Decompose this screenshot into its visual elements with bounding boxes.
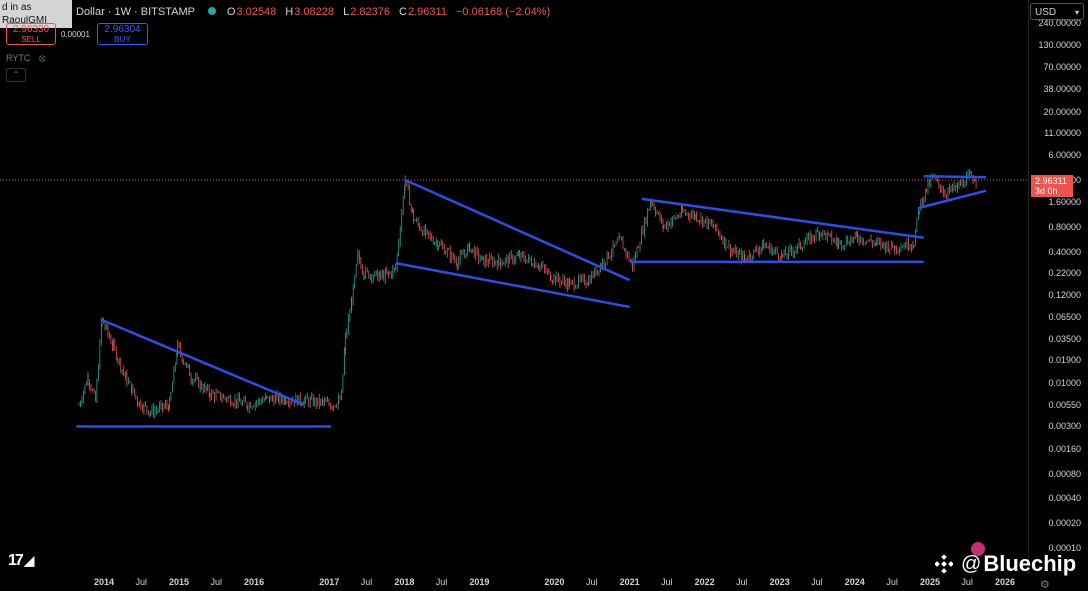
price-tick-label: 1.60000 xyxy=(1048,197,1081,208)
eye-off-icon[interactable]: ⦻ xyxy=(38,53,46,64)
time-tick-label: 2018 xyxy=(394,577,415,587)
time-tick-label: Jul xyxy=(886,577,898,587)
price-tick-label: 70.00000 xyxy=(1043,62,1081,73)
price-tick-label: 0.00080 xyxy=(1048,468,1081,479)
price-tick-label: 0.00040 xyxy=(1048,493,1081,504)
time-tick-label: 2026 xyxy=(994,577,1016,587)
price-tick-label: 0.06500 xyxy=(1048,311,1081,322)
tooltip-line-1: d in as RaoulGMI xyxy=(2,2,48,26)
collapse-legend-button[interactable]: ⌃ xyxy=(6,68,26,82)
indicator-legend[interactable]: RYTC ⦻ xyxy=(6,53,45,64)
time-tick-label: Jul xyxy=(210,577,222,587)
time-tick-label: Jul xyxy=(661,577,673,587)
watermark: @ Bluechip xyxy=(934,542,1077,577)
currency-label: USD xyxy=(1035,7,1057,18)
price-tick-label: 0.01000 xyxy=(1048,378,1081,389)
chevron-down-icon: ▾ xyxy=(1074,8,1079,17)
time-tick-label: 2021 xyxy=(619,577,640,587)
low-value: 2.82376 xyxy=(350,6,390,18)
trendline-5[interactable] xyxy=(641,197,924,239)
gear-icon[interactable]: ⚙ xyxy=(1040,579,1050,591)
time-tick-label: 2023 xyxy=(769,577,790,587)
price-tick-label: 0.00300 xyxy=(1048,421,1081,432)
price-tick-label: 11.00000 xyxy=(1044,128,1081,139)
time-tick-label: Jul xyxy=(736,577,748,587)
trendline-1[interactable] xyxy=(100,318,305,406)
price-tick-label: 0.22000 xyxy=(1048,267,1081,278)
price-series xyxy=(78,169,977,418)
time-tick-label: Jul xyxy=(435,577,448,587)
low-label: L xyxy=(343,6,350,18)
market-status-icon xyxy=(207,7,216,15)
price-tick-label: 0.80000 xyxy=(1048,221,1081,232)
high-value: 3.08228 xyxy=(294,6,335,18)
price-chart[interactable] xyxy=(0,0,1028,574)
watermark-name: Bluechip xyxy=(983,551,1077,576)
trendlines[interactable] xyxy=(76,174,987,428)
tradingview-logo-icon[interactable]: 17 ◢ xyxy=(8,552,34,569)
time-tick-label: Jul xyxy=(135,577,147,587)
sell-button[interactable]: 2.96330 SELL xyxy=(6,23,56,45)
price-tick-label: 0.01900 xyxy=(1048,355,1081,366)
price-axis[interactable]: 240.00000 130.00000 70.00000 38.00000 20.000… xyxy=(1028,0,1088,574)
price-tick-label: 0.00160 xyxy=(1048,443,1081,454)
time-tick-label: 2017 xyxy=(319,577,340,587)
symbol-title[interactable]: Dollar · 1W · BITSTAMP xyxy=(76,6,195,18)
price-tick-label: 0.03500 xyxy=(1048,333,1081,344)
trendline-4[interactable] xyxy=(395,261,630,309)
time-tick-label: 2016 xyxy=(244,577,265,587)
high-label: H xyxy=(285,6,294,18)
change-value: −0.06168 (−2.04%) xyxy=(456,6,551,18)
binance-diamond-icon xyxy=(934,554,954,574)
time-tick-label: Jul xyxy=(586,577,598,587)
buy-price: 2.96304 xyxy=(104,24,141,35)
time-tick-label: 2025 xyxy=(919,577,940,587)
trendline-8[interactable] xyxy=(917,189,987,210)
last-price-tag: 2.96311 3d 0h xyxy=(1031,175,1073,197)
last-price-value: 2.96311 xyxy=(1035,176,1067,186)
watermark-handle: @ xyxy=(961,552,982,575)
sell-price: 2.96330 xyxy=(12,24,50,35)
time-tick-label: Jul xyxy=(811,577,823,587)
price-tick-label: 0.00550 xyxy=(1048,399,1081,410)
price-tick-label: 0.12000 xyxy=(1048,289,1081,300)
time-tick-label: 2024 xyxy=(844,577,865,587)
buy-button[interactable]: 2.96304 BUY xyxy=(97,23,148,45)
time-tick-label: Jul xyxy=(961,577,973,587)
time-tick-label: 2020 xyxy=(544,577,565,587)
close-value: 2.96311 xyxy=(407,6,447,18)
symbol-header: Dollar · 1W · BITSTAMP O3.02548 H3.08228… xyxy=(76,6,556,18)
time-tick-label: 2014 xyxy=(93,577,115,587)
currency-selector[interactable]: USD ▾ xyxy=(1030,3,1084,20)
price-tick-label: 6.00000 xyxy=(1048,149,1081,160)
spread-value: 0.00001 xyxy=(61,30,90,39)
buy-label: BUY xyxy=(114,35,131,44)
close-label: C xyxy=(399,6,407,18)
price-tick-label: 0.00020 xyxy=(1048,518,1081,529)
avatar xyxy=(971,542,985,556)
price-tick-label: 20.00000 xyxy=(1043,106,1081,117)
indicator-name: RYTC xyxy=(6,53,31,63)
chart-canvas[interactable] xyxy=(0,0,1028,574)
time-tick-label: Jul xyxy=(360,577,373,587)
price-tick-label: 38.00000 xyxy=(1043,83,1081,94)
open-value: 3.02548 xyxy=(236,6,277,18)
time-tick-label: 2022 xyxy=(694,577,715,587)
trendline-3[interactable] xyxy=(403,178,631,282)
price-tick-label: 130.00000 xyxy=(1038,39,1081,50)
price-tick-label: 0.00010 xyxy=(1048,543,1081,553)
price-tick-label: 0.40000 xyxy=(1048,246,1081,257)
price-tick-label: 240.00000 xyxy=(1038,18,1081,28)
time-tick-label: 2019 xyxy=(469,577,490,587)
time-axis[interactable]: 2014 Jul 2015 Jul 2016 2017 Jul 2018 Jul 2019 2020… xyxy=(0,574,1028,591)
sell-label: SELL xyxy=(21,35,41,44)
time-tick-label: 2015 xyxy=(169,577,190,587)
tooltip-line-2: layout: Sui D xyxy=(2,28,59,39)
bar-countdown: 3d 0h xyxy=(1035,186,1058,196)
trendline-7[interactable] xyxy=(923,174,987,179)
open-label: O xyxy=(226,6,236,18)
